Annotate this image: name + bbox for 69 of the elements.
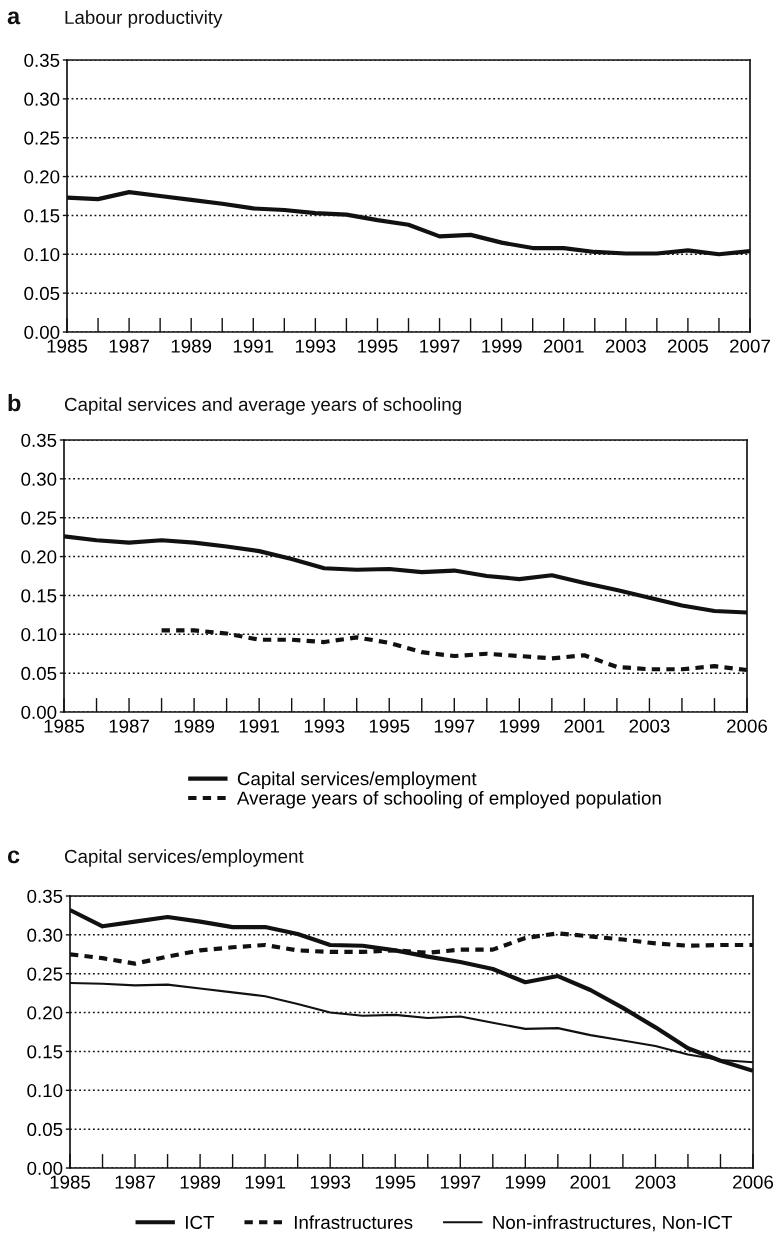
- x-tick-label: 1995: [375, 1175, 416, 1189]
- y-tick-label: 0.10: [21, 627, 57, 642]
- x-tick-label: 2001: [543, 339, 584, 353]
- x-tick-label: 2005: [668, 339, 708, 353]
- x-tick-label: 1997: [440, 1175, 481, 1189]
- x-tick-label: 2003: [605, 339, 646, 353]
- y-tick-label: 0.15: [21, 589, 57, 603]
- x-tick-label: 1985: [50, 1175, 91, 1189]
- x-tick-label: 1993: [304, 719, 345, 733]
- y-tick-label: 0.20: [21, 550, 57, 564]
- y-tick-label: 0.05: [21, 666, 57, 681]
- x-tick-label: 2003: [629, 719, 670, 733]
- x-tick-label: 1987: [109, 339, 150, 353]
- y-tick-label: 0.20: [27, 1006, 63, 1020]
- x-tick-label: 1997: [420, 339, 460, 353]
- y-tick-label: 0.00: [24, 325, 60, 339]
- y-tick-label: 0.35: [24, 53, 60, 67]
- x-tick-label: 2001: [564, 719, 605, 733]
- legend-label: ICT: [186, 1215, 215, 1230]
- y-tick-label: 0.30: [21, 472, 57, 486]
- y-tick-label: 0.10: [24, 247, 60, 262]
- y-tick-label: 0.25: [27, 967, 63, 981]
- x-tick-label: 1989: [180, 1175, 221, 1189]
- y-tick-label: 0.00: [21, 705, 57, 719]
- x-tick-label: 1991: [245, 1175, 286, 1189]
- x-tick-label: 1991: [239, 719, 280, 733]
- y-tick-label: 0.25: [24, 131, 60, 145]
- y-tick-label: 0.25: [21, 511, 57, 525]
- x-tick-label: 2001: [570, 1175, 611, 1189]
- chart-title: Capital services and average years of schooling: [64, 397, 461, 415]
- y-tick-label: 0.15: [24, 209, 60, 223]
- x-tick-label: 2007: [730, 339, 770, 353]
- text: b: [8, 393, 21, 412]
- legend-label: Non-infrastructures, Non-ICT: [493, 1215, 733, 1232]
- chart-title: Capital services/employment: [64, 849, 304, 867]
- x-tick-label: 1999: [505, 1175, 546, 1189]
- x-tick-label: 1993: [295, 339, 336, 353]
- legend-label: Capital services/employment: [237, 771, 477, 790]
- x-tick-label: 1995: [358, 339, 398, 353]
- x-tick-label: 1985: [47, 339, 88, 353]
- y-tick-label: 0.30: [27, 928, 63, 942]
- chart-title: Labour productivity: [65, 10, 223, 28]
- y-tick-label: 0.35: [21, 433, 57, 447]
- x-tick-label: 1999: [482, 339, 522, 353]
- x-tick-label: 1989: [174, 719, 215, 733]
- x-tick-label: 1999: [499, 719, 540, 733]
- x-tick-label: 1989: [171, 339, 212, 353]
- y-tick-label: 0.35: [27, 889, 63, 903]
- x-tick-label: 1993: [310, 1175, 351, 1189]
- y-tick-label: 0.05: [24, 286, 60, 301]
- y-tick-label: 0.00: [27, 1161, 63, 1175]
- legend-label: Average years of schooling of employed population: [236, 790, 661, 809]
- y-tick-label: 0.20: [24, 170, 60, 184]
- x-tick-label: 1995: [369, 719, 410, 733]
- y-tick-label: 0.10: [27, 1083, 63, 1098]
- y-tick-label: 0.15: [27, 1045, 63, 1059]
- x-tick-label: 2006: [733, 1175, 773, 1189]
- text: a: [7, 11, 21, 25]
- y-tick-label: 0.30: [24, 92, 60, 106]
- x-tick-label: 1985: [44, 719, 85, 733]
- y-tick-label: 0.05: [27, 1122, 63, 1137]
- x-tick-label: 1987: [109, 719, 149, 733]
- x-tick-label: 2003: [635, 1175, 676, 1189]
- x-tick-label: 1991: [233, 339, 274, 353]
- x-tick-label: 1987: [115, 1175, 155, 1189]
- text: c: [7, 850, 20, 864]
- x-tick-label: 2006: [727, 719, 768, 733]
- x-tick-label: 1997: [434, 719, 475, 733]
- legend-label: Infrastructures: [294, 1215, 413, 1230]
